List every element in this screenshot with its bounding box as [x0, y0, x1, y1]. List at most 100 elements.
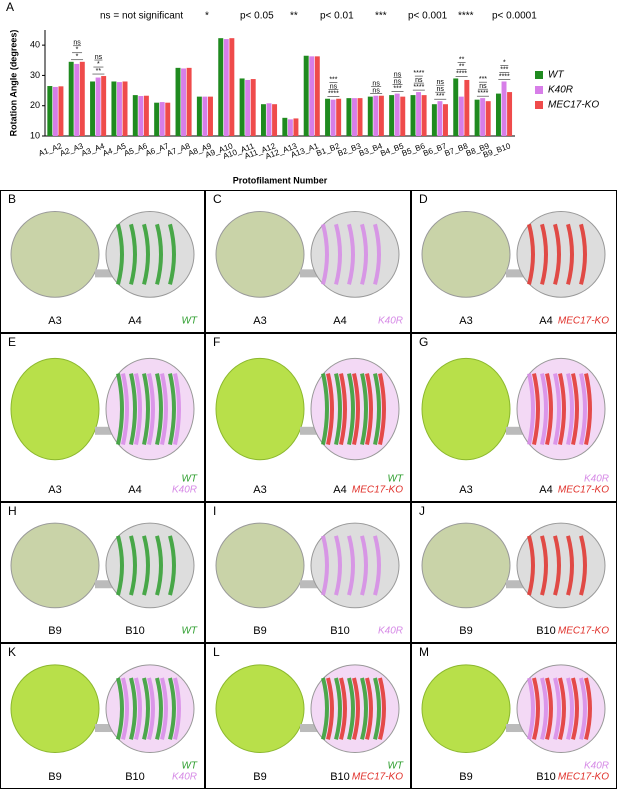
bar — [260, 104, 266, 136]
helix — [527, 535, 535, 596]
left-subunit — [10, 210, 100, 298]
helix — [553, 223, 561, 285]
helix — [147, 677, 155, 740]
helix — [373, 677, 381, 740]
bar — [416, 92, 422, 136]
helix — [365, 677, 373, 740]
right-subunit — [105, 664, 195, 754]
helix — [566, 373, 574, 445]
helix — [142, 677, 150, 740]
bar — [159, 102, 165, 136]
helix — [540, 677, 548, 740]
x-axis-title: Protofilament Number — [233, 175, 328, 185]
right-subunit — [516, 522, 606, 609]
legend-text: MEC17-KO — [558, 485, 609, 496]
helix — [168, 373, 176, 445]
bar — [143, 95, 149, 136]
right-subunit — [516, 357, 606, 461]
helix — [545, 677, 553, 740]
bar — [330, 99, 336, 136]
subunit-label: A4 — [128, 484, 141, 496]
significance: * — [97, 61, 100, 68]
bar — [351, 98, 357, 136]
bar — [218, 38, 224, 137]
helix — [326, 677, 334, 740]
helix — [527, 677, 535, 740]
bar — [47, 86, 53, 136]
legend-text: MEC17-KO — [558, 626, 609, 637]
subunit-label: A4 — [539, 315, 552, 327]
linker — [95, 269, 113, 278]
panel-letter: F — [213, 335, 220, 349]
bar — [480, 98, 486, 136]
bar — [111, 81, 117, 136]
bar — [68, 61, 74, 136]
helix — [334, 677, 342, 740]
subunit-label: A3 — [253, 484, 266, 496]
bar — [116, 82, 122, 136]
helix — [129, 535, 137, 596]
right-subunit — [105, 522, 195, 609]
subunit-label: A4 — [128, 315, 141, 327]
helix — [155, 677, 163, 740]
left-subunit — [421, 357, 511, 461]
key-text: * — [205, 11, 209, 22]
significance: ** — [459, 63, 465, 70]
significance: **** — [413, 70, 424, 77]
key-text: *** — [375, 11, 387, 22]
helix — [558, 677, 566, 740]
significance: *** — [479, 76, 487, 83]
helix — [373, 535, 381, 596]
subunit-label: B9 — [459, 771, 472, 783]
significance: ns — [372, 81, 380, 88]
legend-swatch — [535, 101, 543, 109]
helix — [168, 535, 176, 596]
left-subunit — [215, 357, 305, 461]
legend-text: K40R — [378, 316, 403, 327]
left-subunit — [421, 522, 511, 609]
significance: ns — [479, 83, 487, 90]
bar — [437, 101, 443, 136]
significance: * — [503, 59, 506, 66]
linker — [95, 426, 113, 435]
legend-text: K40R — [378, 626, 403, 637]
bar — [287, 119, 293, 136]
bar — [303, 55, 309, 136]
bar — [495, 93, 501, 136]
helix — [579, 677, 587, 740]
helix — [566, 223, 574, 285]
helix — [321, 677, 329, 740]
significance: **** — [413, 84, 424, 91]
y-tick-label: 30 — [30, 70, 40, 80]
helix — [326, 373, 334, 445]
bar — [474, 99, 480, 136]
helix — [155, 535, 163, 596]
bar — [122, 81, 128, 136]
bar — [421, 95, 427, 136]
bar — [443, 104, 448, 136]
y-tick-label: 20 — [30, 100, 40, 110]
bar — [507, 92, 513, 136]
subunit-label: B9 — [253, 771, 266, 783]
bar — [175, 67, 181, 136]
legend-swatch — [535, 86, 543, 94]
bar — [389, 95, 395, 136]
helix — [558, 373, 566, 445]
helix — [540, 223, 548, 285]
helix — [365, 373, 373, 445]
bar — [309, 56, 315, 136]
helix — [321, 535, 329, 596]
left-subunit — [215, 664, 305, 754]
bar — [196, 96, 202, 136]
helix — [532, 677, 540, 740]
bar — [239, 78, 245, 136]
helix — [579, 223, 587, 285]
key-text: p< 0.001 — [408, 11, 448, 22]
helix — [121, 373, 129, 445]
key-text: p< 0.05 — [240, 11, 274, 22]
significance: *** — [436, 93, 444, 100]
y-tick-label: 40 — [30, 40, 40, 50]
legend-text: WT — [387, 474, 403, 485]
helix — [378, 373, 386, 445]
